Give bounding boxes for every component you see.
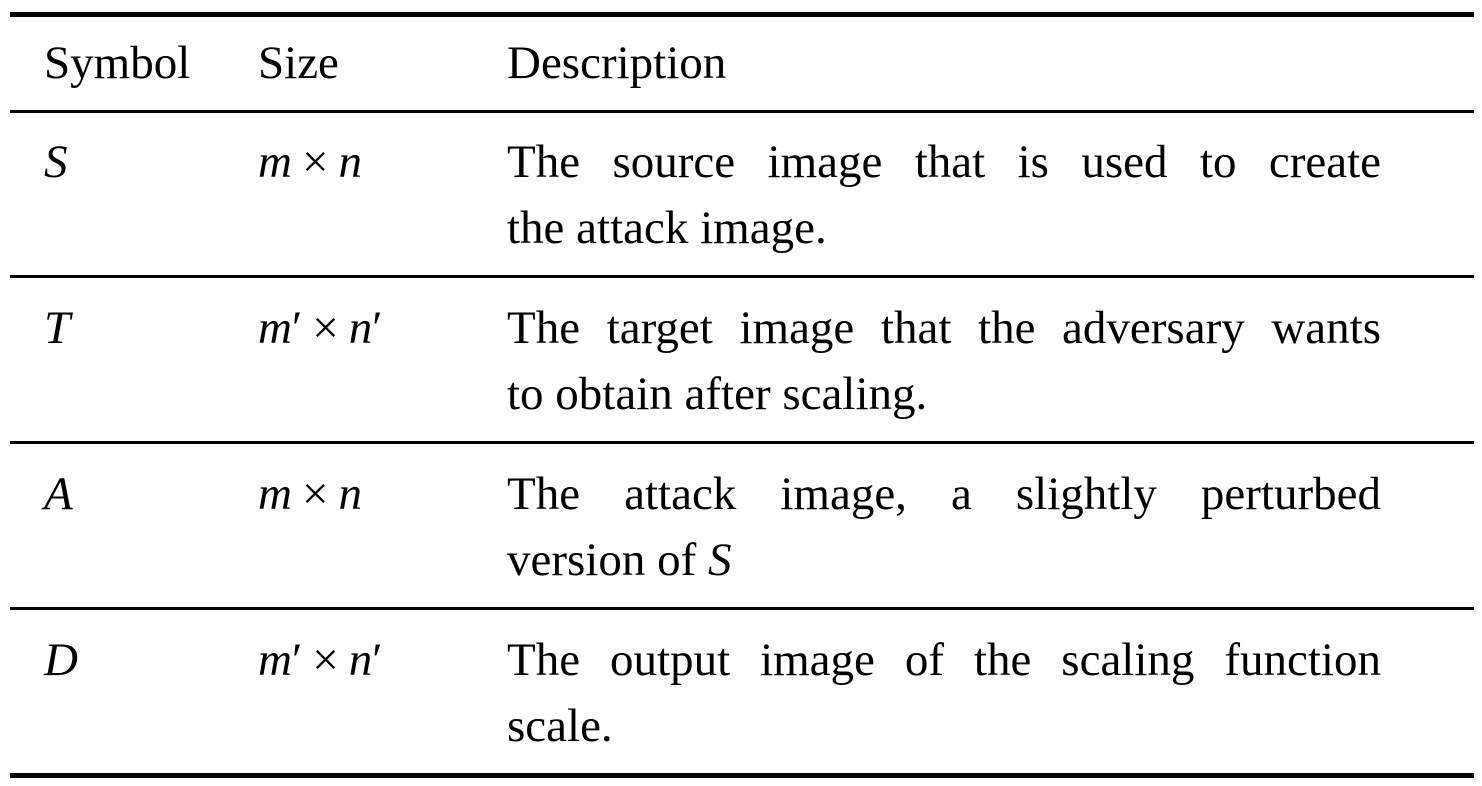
description-symbol: S <box>708 534 732 586</box>
description-text: version of <box>507 534 709 586</box>
description-line: version of S <box>507 527 1381 593</box>
header-size: Size <box>258 37 339 89</box>
row-symbol-s: S <box>44 136 68 188</box>
row-description-s: The source image that is used to create … <box>507 129 1381 261</box>
size-a: m <box>258 302 292 354</box>
header-rule <box>10 110 1474 113</box>
description-line: The source image that is used to create <box>507 136 1381 188</box>
size-a: m <box>258 468 292 520</box>
description-line: The target image that the adversary want… <box>507 302 1381 354</box>
times-symbol: × <box>301 136 329 188</box>
size-b-prime: ′ <box>372 302 383 354</box>
times-symbol: × <box>301 468 329 520</box>
row-description-t: The target image that the adversary want… <box>507 295 1381 427</box>
row-symbol-t: T <box>44 302 71 354</box>
size-b: n <box>348 302 373 354</box>
header-symbol: Symbol <box>44 37 191 89</box>
description-line: The output image of the scaling function <box>507 634 1381 686</box>
description-line: The attack image, a slightly perturbed <box>507 468 1381 520</box>
row-description-d: The output image of the scaling function… <box>507 627 1381 759</box>
bottom-rule <box>10 773 1474 778</box>
size-a-prime: ′ <box>291 634 303 686</box>
row-rule <box>10 441 1474 444</box>
top-rule <box>10 12 1474 17</box>
size-b: n <box>338 136 362 188</box>
row-size-a: m × n <box>258 461 362 527</box>
header-description: Description <box>507 37 727 89</box>
size-a-prime: ′ <box>291 302 303 354</box>
description-line: the attack image. <box>507 202 827 254</box>
times-symbol: × <box>312 634 339 686</box>
size-a: m <box>258 634 292 686</box>
row-rule <box>10 607 1474 610</box>
row-size-d: m′ × n′ <box>258 627 383 693</box>
row-size-s: m × n <box>258 129 362 195</box>
times-symbol: × <box>312 302 339 354</box>
row-symbol-a: A <box>44 468 73 520</box>
description-line: to obtain after scaling. <box>507 368 928 420</box>
size-b: n <box>338 468 362 520</box>
row-description-a: The attack image, a slightly perturbed v… <box>507 461 1381 593</box>
row-rule <box>10 275 1474 278</box>
row-size-t: m′ × n′ <box>258 295 383 361</box>
size-b-prime: ′ <box>372 634 383 686</box>
size-b: n <box>348 634 373 686</box>
size-a: m <box>258 136 292 188</box>
description-line: scale. <box>507 700 613 752</box>
row-symbol-d: D <box>44 634 78 686</box>
